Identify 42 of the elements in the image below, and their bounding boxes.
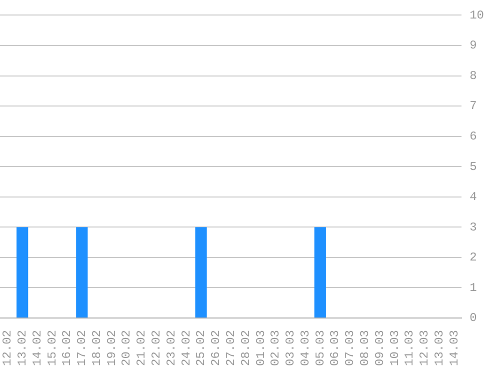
y-tick-label: 0: [470, 311, 477, 326]
x-tick-label: 03.03: [284, 330, 298, 366]
y-tick-label: 5: [470, 160, 477, 174]
x-tick-label: 12.03: [418, 330, 432, 366]
x-tick-label: 17.02: [75, 330, 90, 366]
y-tick-label: 3: [470, 220, 477, 234]
x-tick-label: 04.03: [298, 330, 312, 366]
x-tick-label: 20.02: [120, 330, 134, 366]
x-tick-label: 15.02: [45, 330, 60, 366]
x-tick-label: 09.03: [372, 330, 387, 366]
x-tick-label: 13.03: [432, 330, 446, 366]
y-tick-label: 7: [470, 99, 477, 114]
x-tick-label: 25.02: [194, 330, 208, 366]
x-tick-label: 07.03: [343, 330, 358, 366]
x-tick-label: 26.02: [209, 330, 224, 366]
x-tick-label: 14.02: [30, 330, 44, 366]
x-tick-label: 27.02: [224, 330, 238, 366]
x-tick-label: 21.02: [134, 330, 149, 366]
x-tick-label: 11.03: [402, 330, 417, 366]
x-tick-label: 16.02: [60, 330, 74, 366]
x-tick-label: 23.02: [164, 330, 178, 366]
x-tick-label: 08.03: [358, 330, 372, 366]
x-tick-label: 24.02: [179, 330, 194, 366]
x-tick-label: 02.03: [268, 330, 283, 366]
x-tick-label: 13.02: [16, 330, 30, 366]
x-tick-label: 12.02: [0, 330, 15, 366]
y-tick-label: 10: [470, 8, 484, 22]
x-tick-label: 10.03: [388, 330, 402, 366]
x-tick-label: 28.02: [238, 330, 253, 366]
y-tick-label: 6: [470, 129, 477, 144]
x-tick-label: 19.02: [104, 330, 119, 366]
y-tick-label: 2: [470, 250, 477, 265]
y-tick-label: 1: [470, 280, 477, 295]
y-tick-label: 9: [470, 38, 477, 53]
y-tick-label: 4: [470, 190, 477, 204]
x-tick-label: 01.03: [254, 330, 268, 366]
x-tick-label: 18.02: [90, 330, 104, 366]
y-tick-label: 8: [470, 68, 477, 83]
x-tick-label: 05.03: [313, 330, 328, 366]
x-tick-label: 14.03: [447, 330, 462, 366]
x-tick-label: 06.03: [328, 330, 342, 366]
x-tick-label: 22.02: [150, 330, 164, 366]
